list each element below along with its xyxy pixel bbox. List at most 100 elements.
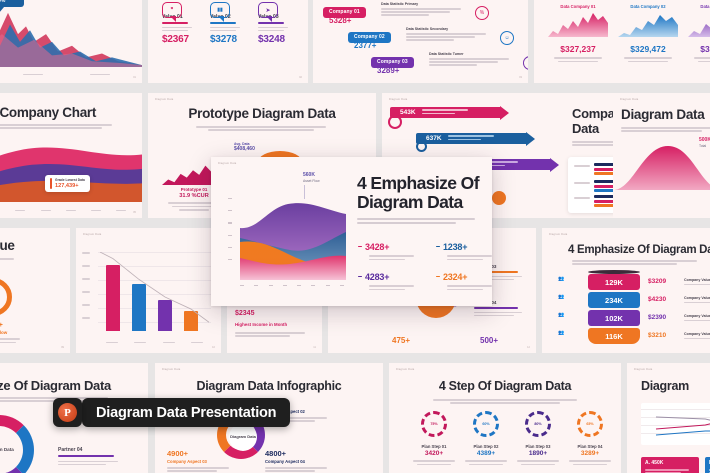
spark-title: Data Company 01 (560, 4, 596, 9)
corner-tag: Diagram Data (620, 98, 639, 101)
chart-x-axis (0, 73, 134, 75)
slide-thumbnail[interactable]: Diagram Data 4 Emphasize Of Diagram Data… (542, 228, 710, 353)
stacked-area-chart (0, 147, 142, 202)
spark-card[interactable]: Data Company 03 $312,908 (688, 4, 710, 62)
step-marker-icon (416, 141, 427, 152)
slide-thumbnail[interactable]: Diagram Data Data Company 01 $327,237 Da… (534, 0, 710, 83)
sparkline (548, 13, 608, 37)
spark-card[interactable]: Data Company 01 $327,237 (548, 4, 608, 62)
corner-tag: Diagram Data (634, 368, 653, 371)
cycle-wheel (0, 415, 34, 473)
corner-tag: Diagram Data (218, 162, 237, 165)
chart-annotation: 500K Total (699, 137, 710, 148)
cylinder-amount: 102K (605, 313, 623, 323)
value-card[interactable]: ➤ Value 03 $3248 (258, 2, 288, 45)
bar (184, 311, 198, 331)
slide-title: Data Company Chart (0, 105, 97, 120)
slide-subtitle (433, 399, 577, 405)
featured-stat: 3428+ (358, 242, 414, 262)
arrow-value: 637K (426, 135, 442, 142)
chart-icon: ⌁ (523, 56, 528, 70)
plan-step[interactable]: 65% Plan Step 04 3289+ (567, 411, 613, 465)
bar (106, 265, 120, 331)
slide-subtitle (572, 260, 697, 266)
chart-annotation: Avg. Data $408,460 (234, 141, 255, 152)
value-card[interactable]: A. 450K (641, 457, 699, 473)
smile-icon: ☺ (500, 31, 514, 45)
tooltip-label: Diagram Data Presentation (96, 404, 277, 421)
page-number: 10 (212, 346, 215, 349)
slide-thumbnail[interactable]: Diagram Data Company 01 5328+ Data Stati… (313, 0, 528, 83)
slide-thumbnail[interactable]: Diagram Data 4 Step Of Diagram Data 75% … (389, 363, 621, 473)
slide-title: Company Value (0, 238, 15, 253)
annotation-value: $408,460 (234, 146, 255, 152)
value-card[interactable]: B. 523K (705, 457, 710, 473)
slide-subtitle (0, 397, 108, 403)
arrow-step[interactable]: 543K (390, 105, 509, 120)
stat-value: 1238+ (443, 242, 468, 252)
slide-thumbnail[interactable]: Diagram Data Company Value 68% 4028+ Pro… (0, 228, 70, 353)
company-desc: Data Statistic Primary (381, 2, 461, 17)
cylinder-bar: 234K (588, 292, 640, 308)
featured-slide[interactable]: Diagram Data 560K Asset Flow 4 Emphasize… (211, 157, 492, 306)
company-row[interactable]: Company 02 2377+ Data Statistic Secondar… (348, 25, 514, 50)
company-label: Company 01 (323, 6, 366, 22)
bell-chart (613, 146, 710, 190)
value-card[interactable]: ❞ Value 01 $2367 (162, 2, 192, 45)
slide-title: Diagram Data Infographic (196, 379, 342, 393)
corner-tag: Diagram Data (162, 368, 181, 371)
people-icon: 👥 (558, 312, 565, 318)
cylinder-bar: 102K (588, 310, 640, 326)
spark-value: $312,908 (700, 44, 710, 54)
slide-thumbnail[interactable]: Diagram Data Diagram Data 500K Total 08 (613, 93, 710, 218)
plan-step[interactable]: 75% Plan Step 01 3420+ (411, 411, 457, 465)
donut-ring: 68% (0, 278, 12, 316)
spark-card[interactable]: Data Company 02 $329,472 (618, 4, 678, 62)
arrow-value: 543K (400, 109, 416, 116)
value-card-amount: $3278 (210, 34, 237, 46)
annotation-label: Avg. Data (234, 142, 250, 146)
slide-title: Prototype Diagram Data (188, 106, 336, 121)
slide-thumbnail[interactable]: Diagram Data Diagram A. 450K B. 523K 17 (627, 363, 710, 473)
company-value: 3289+ (377, 66, 400, 75)
data-icon: ▮▮ (210, 2, 230, 22)
annotation-value: 500K (699, 137, 710, 143)
arrow-step[interactable]: 637K (416, 131, 535, 146)
bar-chart (98, 252, 211, 331)
value-card[interactable]: ▮▮ Value 02 $3278 (210, 2, 240, 45)
slide-thumbnail[interactable]: Diagram Data 100% 01 (0, 0, 142, 83)
company-label: Company 03 (371, 56, 414, 72)
partner-value: 475+ (392, 336, 411, 345)
progress-ring: 80% (525, 411, 551, 437)
company-desc: Data Statistic Secondary (406, 27, 486, 42)
page-number: 02 (299, 76, 302, 79)
wheel-center-label: Diagram Data (229, 423, 257, 451)
corner-tag: Diagram Data (155, 98, 174, 101)
prototype-item: Prototype 01 31.9 %CUR (164, 187, 224, 211)
annotation-leader-line (304, 185, 305, 199)
slide-title: 4 Emphasize Of Diagram Data (568, 244, 710, 256)
plan-step[interactable]: 80% Plan Step 03 1890+ (515, 411, 561, 465)
income-value: $2345 (235, 310, 255, 317)
cylinder-price: $2390 (648, 314, 667, 321)
send-icon: ➤ (258, 2, 278, 22)
tooltip-label: Grade Lowest Data (55, 178, 85, 182)
sparkline (618, 15, 678, 37)
slide-thumbnail[interactable]: Diagram Data ❞ Value 01 $2367 ▮▮ Value 0… (148, 0, 308, 83)
plan-step[interactable]: 60% Plan Step 02 4389+ (463, 411, 509, 465)
trend-line (99, 252, 210, 323)
cycle-center-label: Diagram Data (0, 433, 16, 467)
company-row[interactable]: Company 03 3289+ Data Statistic Tumer ⌁ (371, 50, 528, 75)
slide-thumbnail[interactable]: Diagram Data Data Company Chart Grade Lo… (0, 93, 142, 218)
powerpoint-icon: P (53, 398, 82, 427)
value-card-amount: $3248 (258, 34, 285, 46)
cylinder-price: $3210 (648, 332, 667, 339)
y-axis (82, 252, 90, 321)
slide-subtitle (621, 127, 710, 133)
company-row[interactable]: Company 01 5328+ Data Statistic Primary … (323, 0, 489, 25)
spark-title: Data Company 03 (700, 4, 710, 9)
featured-subtitle (357, 218, 475, 226)
slide-thumbnail[interactable]: Diagram Data 10 (76, 228, 221, 353)
progress-ring: 60% (473, 411, 499, 437)
corner-tag: Diagram Data (83, 233, 102, 236)
